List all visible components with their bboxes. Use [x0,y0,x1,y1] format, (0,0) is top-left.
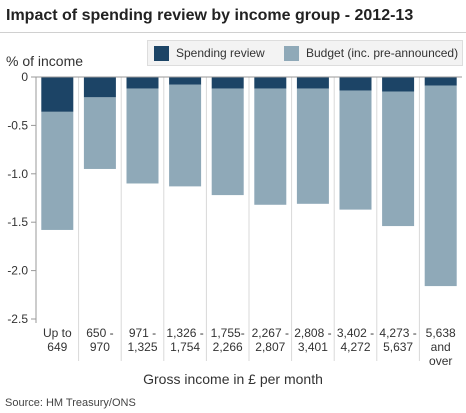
chart-title: Impact of spending review by income grou… [6,7,414,24]
bar-spending-review [382,77,415,92]
bar-spending-review [83,77,116,98]
legend-label-spending-review: Spending review [176,46,265,60]
bar-budget [41,111,74,230]
bar-budget [339,90,372,210]
x-tick-label: 1,755-2,266 [211,326,245,354]
source-note: Source: HM Treasury/ONS [5,397,136,409]
bar-spending-review [211,77,244,89]
y-axis-title: % of income [6,53,84,69]
y-tick-label: -2.5 [7,312,28,326]
x-axis-title: Gross income in £ per month [143,371,323,387]
bar-spending-review [296,77,329,89]
y-tick-label: -0.5 [7,118,28,132]
x-tick-label: 2,808 -3,401 [294,326,331,354]
bar-spending-review [126,77,159,89]
bar-budget [296,88,329,204]
x-tick-label: 4,273 -5,637 [379,326,416,354]
x-tick-label: Up to 649 [43,326,72,354]
bar-spending-review [424,77,457,86]
bar-budget [169,84,202,187]
bar-spending-review [339,77,372,91]
bar-spending-review [254,77,287,89]
y-tick-label: 0 [21,70,28,84]
bar-budget [424,85,457,287]
title-divider [0,32,466,33]
x-tick-label: 650 -970 [86,326,113,354]
bar-budget [126,88,159,184]
y-tick-label: -1.0 [7,167,28,181]
bar-spending-review [41,77,74,112]
bar-budget [254,88,287,205]
legend-swatch-budget [284,46,299,61]
bar-budget [382,91,415,227]
x-tick-label: 1,326 -1,754 [166,326,203,354]
x-tick-label: 2,267 -2,807 [252,326,289,354]
legend-label-budget: Budget (inc. pre-announced) [306,46,459,60]
x-tick-label: 5,638 and over [426,326,456,368]
bar-budget [83,97,116,169]
x-tick-label: 971 -1,325 [127,326,157,354]
y-tick-label: -2.0 [7,264,28,278]
bar-spending-review [169,77,202,85]
bar-budget [211,88,244,196]
x-tick-label: 3,402 -4,272 [337,326,374,354]
legend: Spending review Budget (inc. pre-announc… [147,40,463,66]
legend-swatch-spending-review [154,46,169,61]
y-tick-label: -1.5 [7,215,28,229]
